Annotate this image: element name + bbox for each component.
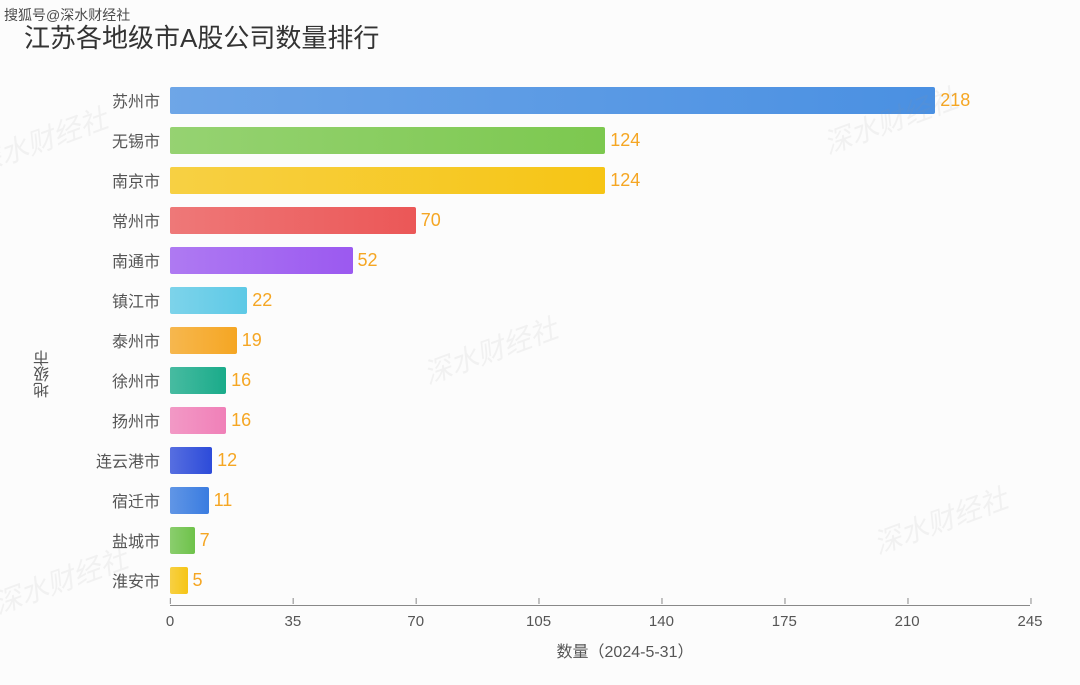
bar-value-label: 16 bbox=[231, 370, 251, 391]
x-axis-tick: 210 bbox=[895, 605, 920, 630]
y-axis-label: 连云港市 bbox=[96, 448, 160, 472]
bar-row: 无锡市124 bbox=[170, 120, 1030, 160]
bar-value-label: 11 bbox=[214, 490, 233, 511]
x-axis-tick: 70 bbox=[407, 605, 424, 630]
plot-area: 苏州市218无锡市124南京市124常州市70南通市52镇江市22泰州市19徐州… bbox=[170, 80, 1030, 600]
y-axis-label: 宿迁市 bbox=[112, 488, 160, 512]
bar-value-label: 5 bbox=[193, 570, 203, 591]
bar-row: 淮安市5 bbox=[170, 560, 1030, 600]
bar-row: 宿迁市11 bbox=[170, 480, 1030, 520]
bar-value-label: 22 bbox=[252, 290, 272, 311]
bar bbox=[170, 327, 237, 354]
bar bbox=[170, 207, 416, 234]
y-axis-label: 苏州市 bbox=[112, 88, 160, 112]
y-axis-label: 淮安市 bbox=[112, 568, 160, 592]
x-axis-tick: 140 bbox=[649, 605, 674, 630]
x-axis-tick: 245 bbox=[1017, 605, 1042, 630]
bar-value-label: 124 bbox=[610, 170, 640, 191]
bar-row: 苏州市218 bbox=[170, 80, 1030, 120]
y-axis-label: 镇江市 bbox=[112, 288, 160, 312]
y-axis-label: 徐州市 bbox=[112, 368, 160, 392]
bar-value-label: 19 bbox=[242, 330, 262, 351]
y-axis-label: 常州市 bbox=[112, 208, 160, 232]
source-watermark: 搜狐号@深水财经社 bbox=[4, 5, 130, 25]
x-axis-tick: 35 bbox=[285, 605, 302, 630]
bar-row: 扬州市16 bbox=[170, 400, 1030, 440]
bar-row: 盐城市7 bbox=[170, 520, 1030, 560]
y-axis-label: 扬州市 bbox=[112, 408, 160, 432]
x-axis-tick: 175 bbox=[772, 605, 797, 630]
bar-row: 常州市70 bbox=[170, 200, 1030, 240]
bar bbox=[170, 527, 195, 554]
bar-value-label: 70 bbox=[421, 210, 441, 231]
bar-value-label: 16 bbox=[231, 410, 251, 431]
y-axis-label: 南通市 bbox=[112, 248, 160, 272]
bar bbox=[170, 287, 247, 314]
x-axis-tick: 0 bbox=[166, 605, 174, 630]
y-axis-label: 泰州市 bbox=[112, 328, 160, 352]
x-axis-tick: 105 bbox=[526, 605, 551, 630]
bar-value-label: 52 bbox=[358, 250, 378, 271]
bar bbox=[170, 407, 226, 434]
bar-row: 南京市124 bbox=[170, 160, 1030, 200]
y-axis-title: 地级市 bbox=[32, 350, 56, 398]
y-axis-label: 盐城市 bbox=[112, 528, 160, 552]
bar bbox=[170, 367, 226, 394]
bar-row: 南通市52 bbox=[170, 240, 1030, 280]
bar-row: 连云港市12 bbox=[170, 440, 1030, 480]
bar-value-label: 7 bbox=[200, 530, 210, 551]
bar-value-label: 12 bbox=[217, 450, 237, 471]
bar-row: 镇江市22 bbox=[170, 280, 1030, 320]
bar bbox=[170, 167, 605, 194]
bar-value-label: 124 bbox=[610, 130, 640, 151]
bar-value-label: 218 bbox=[940, 90, 970, 111]
chart-area: 地级市 苏州市218无锡市124南京市124常州市70南通市52镇江市22泰州市… bbox=[0, 70, 1080, 670]
x-axis-title: 数量（2024-5-31） bbox=[0, 638, 1080, 662]
bar bbox=[170, 247, 353, 274]
bar bbox=[170, 567, 188, 594]
y-axis-label: 无锡市 bbox=[112, 128, 160, 152]
bar bbox=[170, 487, 209, 514]
bar bbox=[170, 127, 605, 154]
bar bbox=[170, 87, 935, 114]
bar-row: 徐州市16 bbox=[170, 360, 1030, 400]
y-axis-label: 南京市 bbox=[112, 168, 160, 192]
bar bbox=[170, 447, 212, 474]
bar-row: 泰州市19 bbox=[170, 320, 1030, 360]
